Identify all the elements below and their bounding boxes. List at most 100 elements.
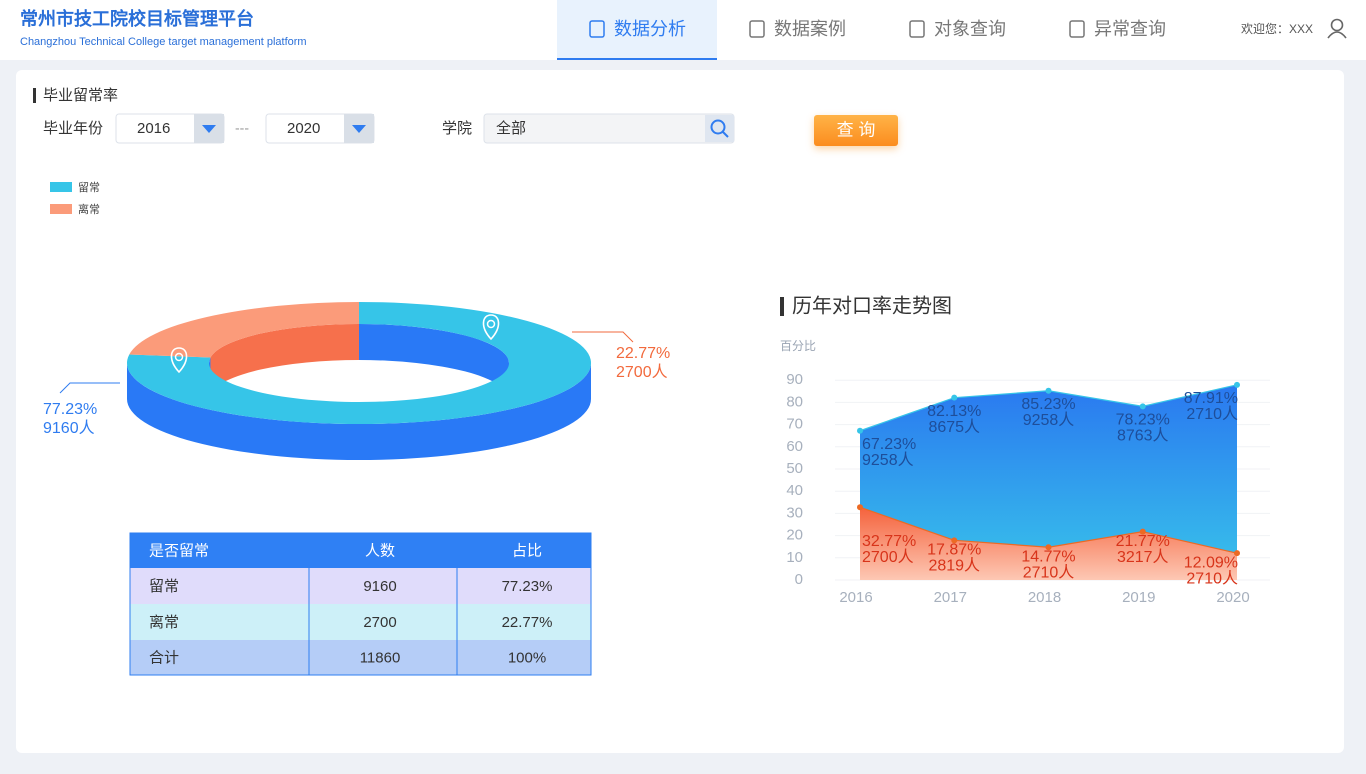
count-label: 3217人 xyxy=(1117,548,1169,566)
legend-label: 离常 xyxy=(78,202,100,216)
value-label: 87.91% xyxy=(1184,390,1238,407)
table-cell: 100% xyxy=(508,649,546,666)
college-label: 学院 xyxy=(442,119,472,137)
table-border xyxy=(129,532,592,676)
table-cell: 留常 xyxy=(149,578,179,595)
nav-label: 数据分析 xyxy=(614,19,686,39)
data-point xyxy=(1045,544,1052,551)
chart-title: 历年对口率走势图 xyxy=(792,294,952,317)
table-cell: 2700 xyxy=(363,614,396,631)
x-tick-label: 2016 xyxy=(839,589,872,606)
data-point xyxy=(951,394,958,401)
search-button[interactable] xyxy=(705,115,734,142)
table-cell: 11860 xyxy=(360,649,401,666)
legend-swatch xyxy=(50,182,72,192)
y-axis-title: 百分比 xyxy=(780,339,816,353)
data-point xyxy=(857,427,863,434)
nav-icon xyxy=(749,20,765,38)
value-label: 78.23% xyxy=(1116,412,1170,429)
count-label: 8675人 xyxy=(928,418,980,436)
table-header-cell: 人数 xyxy=(365,542,395,559)
section-marker xyxy=(33,88,36,103)
college-value: 全部 xyxy=(496,119,526,137)
y-tick-label: 90 xyxy=(786,371,803,388)
table-cell: 9160 xyxy=(363,578,396,595)
pie-slice xyxy=(126,302,591,424)
pin-icon xyxy=(482,314,500,341)
data-point xyxy=(1234,550,1240,557)
year-from-select[interactable]: 2016 xyxy=(115,113,225,144)
leader-line xyxy=(572,331,634,343)
nav-item[interactable]: 异常查询 xyxy=(1069,19,1166,39)
area-fill xyxy=(860,507,1237,580)
table-cell: 离常 xyxy=(149,614,179,631)
query-label: 查 询 xyxy=(837,120,876,139)
query-button[interactable]: 查 询 xyxy=(814,115,898,146)
nav-active-bg xyxy=(557,0,717,60)
value-label: 85.23% xyxy=(1021,396,1075,413)
x-tick-label: 2020 xyxy=(1216,589,1249,606)
leader-line xyxy=(59,382,120,394)
data-point xyxy=(951,537,958,544)
nav-item[interactable]: 数据案例 xyxy=(749,19,846,39)
pie-count-label: 9160人 xyxy=(43,419,95,437)
nav-icon xyxy=(1069,20,1085,38)
year-from: 2016 xyxy=(137,120,170,137)
year-to-select[interactable]: 2020 xyxy=(265,113,375,144)
separator: --- xyxy=(235,120,249,136)
pie-side xyxy=(127,363,591,460)
data-point xyxy=(1139,528,1146,535)
nav-item[interactable]: 对象查询 xyxy=(909,19,1006,39)
x-tick-label: 2017 xyxy=(934,589,967,606)
nav-label: 数据案例 xyxy=(774,19,846,39)
pie-slice xyxy=(129,302,359,358)
value-label: 21.77% xyxy=(1116,533,1170,550)
table-header-cell: 占比 xyxy=(512,542,542,559)
count-label: 2710人 xyxy=(1186,569,1238,587)
nav-label: 对象查询 xyxy=(934,19,1006,39)
count-label: 8763人 xyxy=(1117,427,1169,445)
x-tick-label: 2019 xyxy=(1122,589,1155,606)
chart-title-marker xyxy=(780,297,784,316)
y-tick-label: 50 xyxy=(786,460,803,477)
section-title: 毕业留常率 xyxy=(43,87,118,104)
y-tick-label: 0 xyxy=(795,571,803,588)
nav-icon xyxy=(909,20,925,38)
pie-value-label: 22.77% xyxy=(616,345,670,362)
y-tick-label: 40 xyxy=(786,482,803,499)
table-cell: 合计 xyxy=(149,649,179,666)
table-header-cell: 是否留常 xyxy=(149,542,209,559)
pie-side xyxy=(210,324,359,394)
y-tick-label: 70 xyxy=(786,416,803,433)
app-subtitle: Changzhou Technical College target manag… xyxy=(20,36,307,48)
pie-value-label: 77.23% xyxy=(43,401,97,418)
data-point xyxy=(1234,381,1240,388)
nav-icon xyxy=(589,20,605,38)
app-title: 常州市技工院校目标管理平台 xyxy=(20,8,254,29)
nav-item[interactable]: 数据分析 xyxy=(557,0,717,60)
user-icon[interactable] xyxy=(1327,18,1347,39)
nav-label: 异常查询 xyxy=(1094,19,1166,39)
table-row xyxy=(130,568,591,604)
y-tick-label: 60 xyxy=(786,438,803,455)
y-tick-label: 10 xyxy=(786,549,803,566)
table-cell: 22.77% xyxy=(502,614,553,631)
count-label: 9258人 xyxy=(862,451,914,469)
count-label: 2819人 xyxy=(928,557,980,575)
y-tick-label: 20 xyxy=(786,527,803,544)
value-label: 82.13% xyxy=(927,403,981,420)
pie-count-label: 2700人 xyxy=(616,363,668,381)
value-label: 17.87% xyxy=(927,542,981,559)
x-tick-label: 2018 xyxy=(1028,589,1061,606)
value-label: 12.09% xyxy=(1184,554,1238,571)
user-greeting: 欢迎您：XXX xyxy=(1241,21,1313,36)
value-label: 32.77% xyxy=(862,533,916,550)
value-label: 67.23% xyxy=(862,436,916,453)
data-point xyxy=(1045,387,1052,394)
college-input[interactable]: 全部 xyxy=(483,113,735,144)
pie-side xyxy=(359,324,509,399)
y-tick-label: 30 xyxy=(786,504,803,521)
count-label: 2710人 xyxy=(1186,405,1238,423)
